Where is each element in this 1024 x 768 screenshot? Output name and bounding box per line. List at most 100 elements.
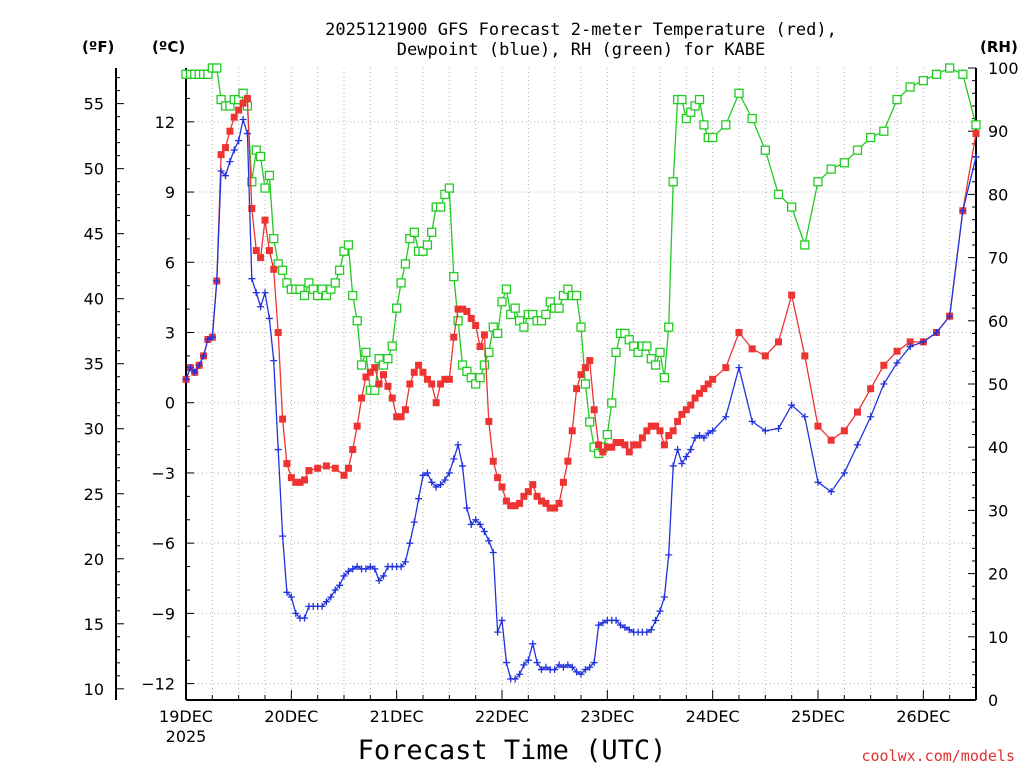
rh-point (352, 316, 362, 326)
rh-point (839, 158, 849, 168)
rh-unit-label: (RH) (980, 38, 1018, 56)
rh-tick-label: 40 (988, 438, 1008, 457)
rh-point (554, 303, 564, 313)
temperature-point (450, 333, 458, 341)
dewpoint-point (682, 453, 690, 461)
temperature-point (476, 343, 484, 351)
rh-point (264, 170, 275, 181)
dewpoint-point (467, 520, 475, 528)
dewpoint-point (524, 656, 532, 664)
dewpoint-point (735, 364, 743, 372)
dewpoint-point (643, 628, 651, 636)
temperature-point (581, 364, 589, 372)
dewpoint-line (185, 119, 977, 680)
temperature-point (362, 373, 370, 381)
dewpoint-point (423, 469, 431, 477)
rh-point (212, 63, 222, 73)
celsius-tick-label: −12 (141, 675, 175, 694)
dewpoint-point (261, 289, 269, 297)
dewpoint-point (397, 563, 405, 571)
rh-point (435, 202, 446, 212)
dewpoint-point (687, 446, 695, 454)
temperature-point (252, 247, 260, 255)
rh-point (383, 354, 393, 364)
rh-series (181, 63, 981, 459)
dewpoint-point (788, 401, 796, 409)
temperature-point (463, 307, 471, 315)
fahrenheit-tick-label: 10 (84, 680, 104, 699)
dewpoint-point (722, 413, 730, 421)
dewpoint-point (946, 312, 954, 320)
rh-point (348, 290, 358, 301)
rh-point (238, 88, 248, 98)
rh-point (260, 183, 270, 193)
temperature-point (397, 413, 405, 421)
fahrenheit-tick-label: 55 (84, 95, 104, 114)
temperature-point (520, 492, 528, 500)
temperature-point (511, 502, 519, 510)
celsius-unit-label: (ºC) (152, 38, 185, 56)
rh-point (611, 347, 621, 358)
dewpoint-point (287, 593, 295, 601)
temperature-point (722, 364, 730, 372)
temperature-point (366, 368, 374, 376)
temperature-point (353, 422, 361, 430)
temperature-point (441, 375, 449, 383)
time-tick-label: 24DEC (686, 707, 740, 726)
temperature-point (555, 499, 563, 507)
dewpoint-point (217, 167, 225, 175)
rh-point (642, 341, 652, 351)
dewpoint-series (182, 115, 980, 683)
rh-point (571, 290, 582, 301)
dewpoint-point (691, 434, 699, 442)
dewpoint-point (919, 338, 927, 346)
dewpoint-point (612, 616, 620, 624)
temperature-point (287, 474, 295, 482)
temperature-point (305, 467, 313, 475)
temperature-point (454, 305, 462, 313)
rh-point (387, 341, 397, 351)
temperature-point (704, 380, 712, 388)
dewpoint-point (933, 329, 940, 337)
celsius-tick-label: −3 (151, 464, 175, 483)
temperature-point (748, 345, 756, 353)
temperature-point (678, 410, 686, 418)
dewpoint-point (573, 668, 581, 676)
dewpoint-point (283, 588, 291, 596)
temperature-point (239, 99, 247, 107)
dewpoint-point (700, 434, 708, 442)
dewpoint-point (502, 659, 510, 667)
temperature-point (274, 329, 282, 337)
rh-point (734, 88, 744, 98)
dewpoint-point (660, 593, 668, 601)
dewpoint-point (230, 146, 238, 154)
temperature-point (603, 443, 611, 451)
time-tick-label: 23DEC (580, 707, 634, 726)
celsius-tick-label: −6 (151, 534, 175, 553)
dewpoint-point (551, 666, 559, 674)
rh-point (694, 94, 705, 105)
temperature-point (257, 254, 265, 262)
dewpoint-point (428, 478, 436, 486)
temperature-point (788, 291, 796, 299)
dewpoint-point (494, 628, 502, 636)
temperature-point (630, 441, 638, 449)
temperature-point (296, 478, 304, 486)
rh-point (892, 94, 902, 105)
temperature-point (542, 499, 550, 507)
dewpoint-point (595, 621, 603, 629)
temperature-point (735, 329, 743, 337)
temperature-point (634, 441, 642, 449)
time-tick-label: 20DEC (264, 707, 318, 726)
fahrenheit-tick-label: 20 (84, 550, 104, 569)
rh-point (905, 82, 915, 92)
temperature-point (656, 427, 664, 435)
dewpoint-point (625, 626, 633, 634)
rh-tick-label: 50 (988, 375, 1008, 394)
dewpoint-point (331, 586, 339, 594)
temperature-point (700, 385, 708, 393)
rh-point (501, 284, 512, 294)
dewpoint-point (239, 115, 247, 123)
dewpoint-point (235, 137, 243, 145)
dewpoint-point (344, 567, 352, 575)
